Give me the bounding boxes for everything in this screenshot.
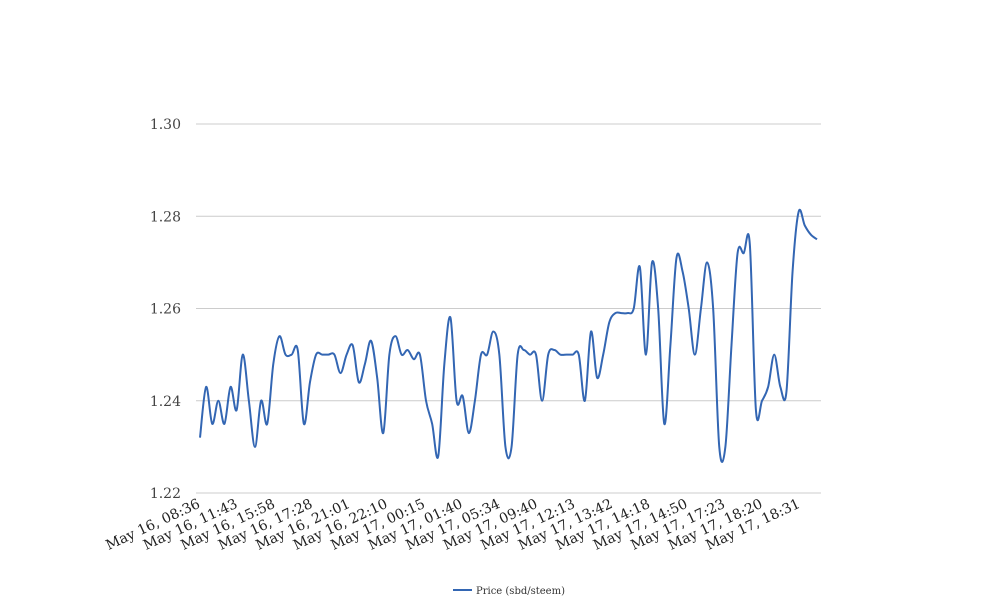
series-line-price: [199, 208, 818, 463]
legend: Price (sbd/steem): [453, 586, 565, 597]
y-axis-ticks: 1.22 1.24 1.26 1.28 1.30: [150, 117, 181, 502]
y-tick-label: 1.26: [150, 302, 181, 318]
y-tick-label: 1.30: [150, 117, 181, 133]
y-tick-label: 1.28: [150, 209, 181, 225]
y-tick-label: 1.24: [150, 394, 181, 410]
series-layer: [199, 208, 818, 463]
y-tick-label: 1.22: [150, 486, 181, 502]
legend-label: Price (sbd/steem): [476, 586, 565, 597]
grid-lines: [196, 123, 821, 494]
